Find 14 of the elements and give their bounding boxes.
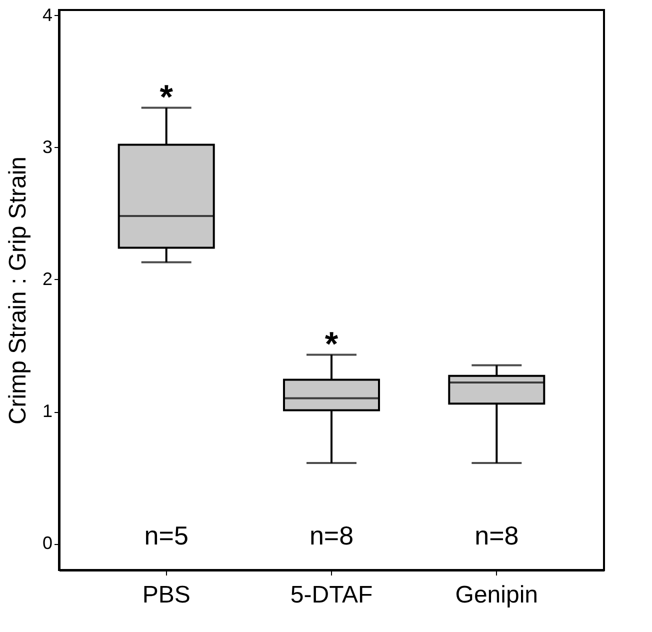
annotation: n=8 [309,520,354,551]
y-tick-label: 3 [42,136,52,157]
annotation: * [324,326,339,364]
y-tick-label: 2 [42,268,52,289]
annotation: * [160,78,174,117]
x-tick-label: Genipin [455,582,538,608]
x-tick-label: PBS [142,582,190,608]
y-tick-label: 4 [42,4,52,25]
x-tick-label: 5-DTAF [290,582,373,608]
annotation: n=5 [144,520,188,551]
annotation: n=8 [474,520,519,551]
y-tick-label: 1 [42,401,52,422]
y-tick-label: 0 [42,533,52,554]
y-axis-title: Crimp Strain : Grip Strain [4,156,32,425]
